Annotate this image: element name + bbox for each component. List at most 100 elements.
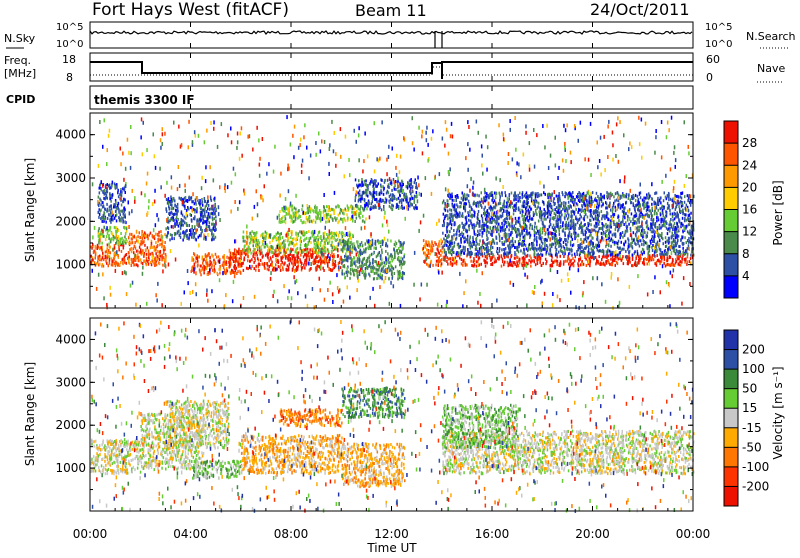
data-point: [617, 246, 619, 249]
data-point: [549, 210, 551, 213]
data-point: [294, 257, 296, 260]
data-point: [194, 225, 196, 228]
data-point: [451, 209, 453, 212]
data-point: [479, 233, 481, 236]
data-point: [346, 248, 348, 251]
data-point: [519, 258, 521, 261]
data-point: [193, 229, 195, 232]
data-point: [109, 194, 111, 197]
data-point: [589, 219, 591, 222]
data-point: [309, 220, 311, 223]
data-point: [215, 228, 217, 231]
data-point: [436, 255, 438, 258]
data-point: [379, 251, 381, 254]
data-point: [403, 255, 405, 258]
data-point: [623, 248, 625, 251]
data-point: [116, 219, 118, 222]
data-point: [397, 277, 399, 280]
data-point: [270, 258, 272, 261]
data-point: [266, 243, 268, 246]
data-point: [404, 196, 406, 199]
data-point: [173, 216, 175, 219]
data-point: [676, 205, 678, 208]
data-point: [415, 178, 417, 181]
data-point: [311, 220, 313, 223]
data-point: [473, 260, 475, 263]
data-point: [461, 222, 463, 225]
data-point: [245, 249, 247, 252]
data-point: [656, 261, 658, 264]
data-point: [285, 255, 287, 258]
data-point: [439, 245, 441, 248]
data-point: [506, 225, 508, 228]
data-point: [446, 226, 448, 229]
data-point: [356, 205, 358, 208]
data-point: [249, 242, 251, 245]
data-point: [335, 238, 337, 241]
data-point: [405, 198, 407, 201]
data-point: [316, 206, 318, 209]
data-point: [378, 277, 380, 280]
data-point: [476, 202, 478, 205]
data-point: [144, 244, 146, 247]
data-point: [249, 250, 251, 253]
data-point: [297, 217, 299, 220]
data-point: [216, 256, 218, 259]
data-point: [515, 198, 517, 201]
data-point: [568, 228, 570, 231]
data-point: [560, 255, 562, 258]
data-point: [428, 241, 430, 244]
data-point: [263, 237, 265, 240]
data-point: [140, 243, 142, 246]
nsearch-tick-bottom: 10^0: [705, 39, 732, 50]
data-point: [347, 245, 349, 248]
data-point: [282, 266, 284, 269]
data-point: [315, 256, 317, 259]
data-point: [175, 213, 177, 216]
data-point: [395, 188, 397, 191]
data-point: [601, 217, 603, 220]
data-point: [330, 215, 332, 218]
data-point: [539, 194, 541, 197]
data-point: [286, 213, 288, 216]
data-point: [475, 244, 477, 247]
data-point: [587, 204, 589, 207]
data-point: [139, 231, 141, 234]
data-point: [628, 239, 630, 242]
data-point: [456, 251, 458, 254]
data-point: [90, 246, 92, 249]
data-point: [297, 247, 299, 250]
data-point: [378, 182, 380, 185]
data-point: [95, 257, 97, 260]
data-point: [250, 267, 252, 270]
data-point: [165, 227, 167, 230]
data-point: [100, 210, 102, 213]
data-point: [381, 199, 383, 202]
data-point: [529, 254, 531, 257]
data-point: [389, 201, 391, 204]
data-point: [390, 193, 392, 196]
data-point: [396, 198, 398, 201]
data-point: [176, 216, 178, 219]
data-point: [500, 202, 502, 205]
data-point: [359, 183, 361, 186]
data-point: [687, 255, 689, 258]
data-point: [213, 261, 215, 264]
data-point: [334, 266, 336, 269]
data-point: [198, 236, 200, 239]
data-point: [337, 238, 339, 241]
data-point: [248, 247, 250, 250]
data-point: [533, 253, 535, 256]
data-point: [171, 204, 173, 207]
data-point: [366, 185, 368, 188]
data-point: [307, 209, 309, 212]
data-point: [526, 191, 528, 194]
data-point: [630, 201, 632, 204]
data-point: [451, 227, 453, 230]
data-point: [320, 217, 322, 220]
data-point: [138, 256, 140, 259]
data-point: [296, 269, 298, 272]
data-point: [107, 197, 109, 200]
data-point: [401, 180, 403, 183]
